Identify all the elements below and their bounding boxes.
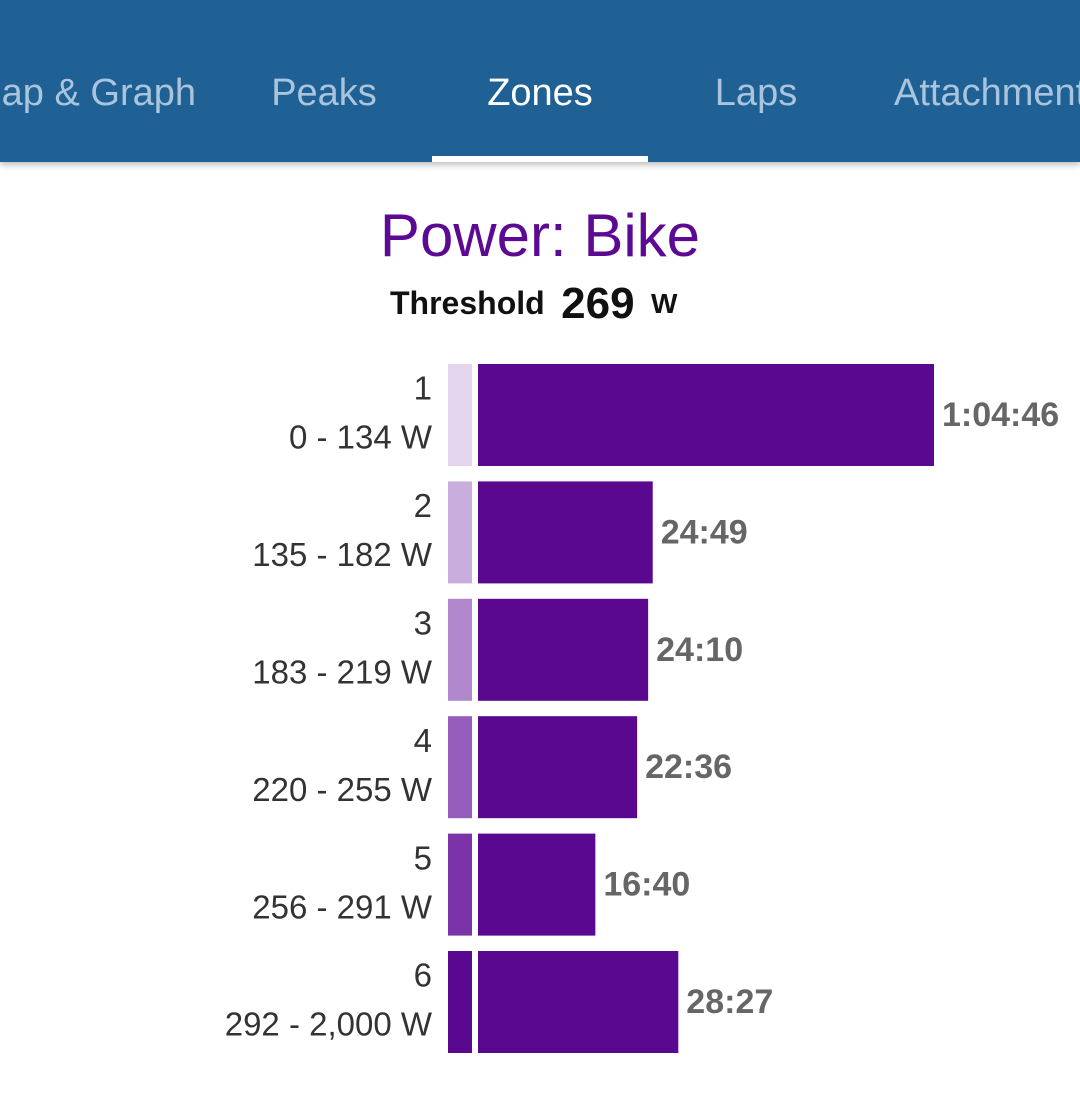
- zone-swatch: [448, 716, 472, 819]
- value-label: 16:40: [603, 866, 690, 904]
- zone-number: 2: [414, 487, 432, 524]
- zone-range: 0 - 134 W: [289, 419, 433, 456]
- value-label: 22:36: [645, 748, 732, 786]
- tab[interactable]: Attachments: [894, 72, 1080, 114]
- zone-swatch: [448, 481, 472, 584]
- zone-range: 256 - 291 W: [252, 888, 433, 925]
- threshold: Threshold 269 W: [390, 279, 678, 328]
- tab[interactable]: Peaks: [271, 72, 377, 114]
- tab[interactable]: Map & Graph: [0, 72, 196, 114]
- tab[interactable]: Laps: [714, 72, 798, 114]
- bar: [478, 364, 934, 466]
- zone-swatch: [448, 951, 472, 1053]
- bar: [478, 598, 649, 701]
- zone-range: 220 - 255 W: [252, 771, 433, 808]
- zone-range: 292 - 2,000 W: [225, 1006, 433, 1043]
- value-label: 24:10: [656, 631, 743, 669]
- chart: Power: Bike Threshold 269 W 1 0 - 134 W 1:…: [225, 202, 1059, 1053]
- bar: [478, 833, 596, 936]
- threshold-unit: W: [651, 288, 678, 319]
- zone-swatch: [448, 833, 472, 936]
- chart-title: Power: Bike: [380, 202, 700, 269]
- zone-number: 6: [414, 957, 432, 994]
- zone-swatch: [448, 598, 472, 701]
- value-label: 28:27: [686, 983, 773, 1021]
- zone-swatch: [448, 364, 472, 466]
- zone-range: 183 - 219 W: [252, 654, 433, 691]
- zone-number: 3: [414, 605, 432, 642]
- bar: [478, 481, 653, 584]
- zone-range: 135 - 182 W: [252, 536, 433, 573]
- tab-bar: Map & Graph Peaks Zones Laps Attachments: [0, 0, 1080, 162]
- bar: [478, 716, 638, 819]
- value-label: 1:04:46: [942, 396, 1059, 434]
- zone-number: 1: [414, 370, 432, 407]
- zone-number: 4: [414, 722, 432, 759]
- threshold-label: Threshold: [390, 285, 545, 321]
- value-label: 24:49: [661, 513, 748, 551]
- tab[interactable]: Zones: [432, 0, 648, 162]
- zone-number: 5: [414, 839, 432, 876]
- threshold-value: 269: [561, 279, 634, 328]
- bar: [478, 951, 679, 1053]
